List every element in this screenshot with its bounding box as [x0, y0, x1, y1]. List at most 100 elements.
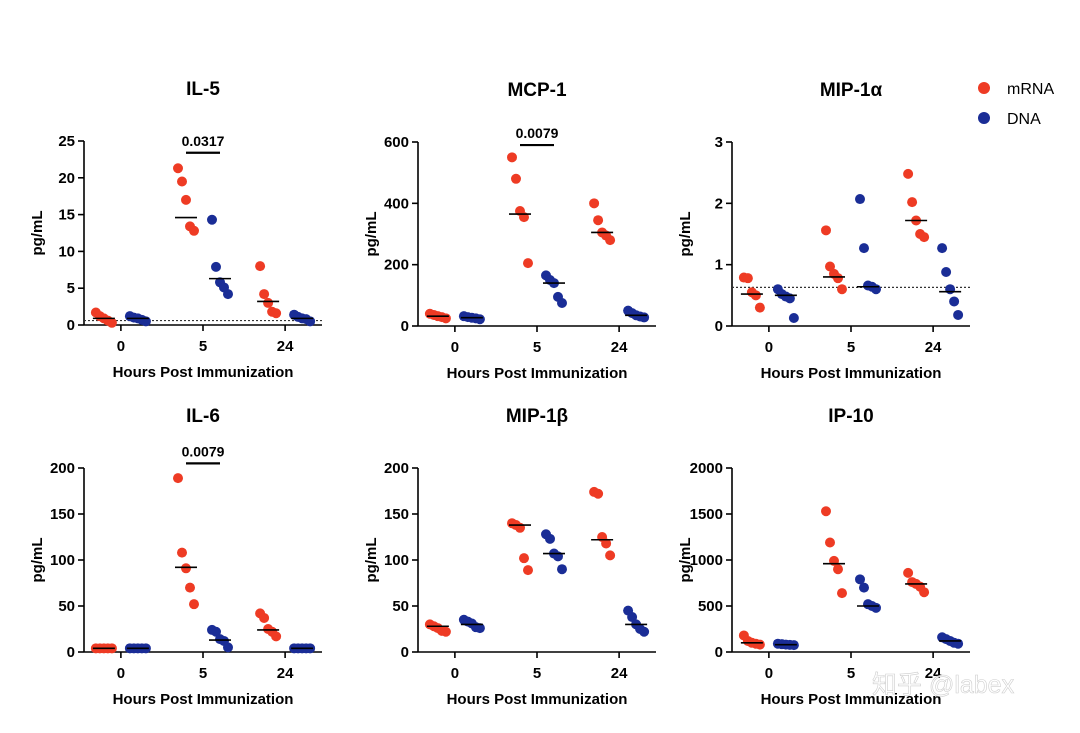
- data-point-dna: [855, 194, 865, 205]
- y-axis-label: pg/mL: [677, 212, 694, 257]
- y-tick-label: 1000: [690, 552, 723, 569]
- data-point-mrna: [181, 194, 191, 205]
- x-axis-label: Hours Post Immunization: [761, 691, 942, 708]
- data-point-dna: [639, 626, 650, 637]
- data-point-dna: [223, 642, 233, 653]
- data-point-mrna: [903, 567, 914, 578]
- y-tick-label: 50: [58, 598, 75, 615]
- data-point-dna: [211, 261, 221, 272]
- data-point-dna: [859, 582, 869, 593]
- data-point-mrna: [750, 290, 761, 301]
- y-tick-label: 150: [384, 506, 409, 523]
- data-point-dna: [953, 309, 964, 320]
- data-point-mrna: [185, 582, 195, 593]
- data-point-dna: [474, 623, 485, 634]
- x-axis-label: Hours Post Immunization: [761, 365, 942, 382]
- data-point-mrna: [519, 553, 529, 564]
- data-point-mrna: [259, 289, 270, 300]
- data-point-dna: [223, 289, 233, 300]
- data-point-mrna: [523, 258, 533, 269]
- x-tick-label: 5: [199, 338, 207, 355]
- y-tick-label: 500: [698, 598, 723, 615]
- data-point-mrna: [601, 538, 612, 549]
- data-point-mrna: [742, 273, 753, 284]
- y-tick-label: 15: [58, 207, 75, 224]
- data-point-mrna: [589, 198, 600, 209]
- data-point-dna: [945, 284, 956, 295]
- y-axis-label: pg/mL: [29, 538, 46, 583]
- x-axis-label: Hours Post Immunization: [113, 364, 294, 381]
- data-point-mrna: [907, 197, 918, 208]
- chart-panel-MCP-1: MCP-1 0 200 400 600 0 5 24 Hours Post Immunizati…: [363, 80, 656, 382]
- data-point-dna: [639, 312, 650, 323]
- panel-title: MIP-1α: [820, 80, 883, 101]
- data-point-mrna: [833, 564, 843, 575]
- data-point-mrna: [271, 308, 282, 319]
- data-point-mrna: [106, 317, 117, 328]
- data-point-dna: [545, 533, 555, 544]
- x-tick-label: 0: [451, 665, 459, 682]
- chart-panel-IL-6: IL-6 0 50 100 150 200 0 5 24 Hours Post Immunizat…: [29, 406, 322, 708]
- panel-title: IL-5: [186, 79, 220, 100]
- significance-label: 0.0079: [516, 125, 559, 141]
- data-point-dna: [627, 612, 638, 623]
- data-point-dna: [937, 243, 948, 254]
- y-tick-label: 200: [384, 460, 409, 477]
- data-point-mrna: [919, 587, 930, 598]
- legend: mRNA DNA: [978, 81, 1054, 128]
- x-axis-label: Hours Post Immunization: [447, 365, 628, 382]
- data-point-mrna: [259, 612, 270, 623]
- y-axis-label: pg/mL: [363, 538, 380, 583]
- data-point-dna: [557, 298, 567, 308]
- data-point-mrna: [605, 550, 616, 561]
- x-tick-label: 0: [765, 339, 773, 356]
- legend-marker-mrna: [978, 82, 990, 94]
- data-point-mrna: [833, 273, 843, 284]
- y-axis-label: pg/mL: [29, 211, 46, 256]
- chart-panel-MIP-1β: MIP-1β 0 50 100 150 200 0 5 24 Hours Post Immuniz…: [363, 406, 656, 708]
- y-tick-label: 100: [50, 552, 75, 569]
- x-tick-label: 0: [451, 339, 459, 356]
- data-point-dna: [859, 243, 869, 254]
- x-tick-label: 0: [117, 665, 125, 682]
- data-point-mrna: [173, 473, 183, 484]
- data-point-dna: [211, 626, 221, 637]
- data-point-mrna: [919, 232, 930, 243]
- y-tick-label: 0: [715, 318, 723, 335]
- significance-label: 0.0079: [182, 443, 225, 459]
- x-tick-label: 24: [611, 339, 628, 356]
- y-tick-label: 0: [715, 644, 723, 661]
- data-point-mrna: [263, 297, 274, 308]
- x-tick-label: 5: [847, 339, 855, 356]
- panel-title: MCP-1: [507, 80, 567, 101]
- chart-panel-MIP-1α: MIP-1α 0 1 2 3 0 5 24 Hours Post Immunization pg/…: [677, 80, 970, 382]
- y-tick-label: 2: [715, 195, 723, 212]
- x-tick-label: 0: [117, 338, 125, 355]
- y-tick-label: 10: [58, 243, 75, 260]
- x-tick-label: 24: [277, 338, 294, 355]
- x-tick-label: 5: [533, 339, 541, 356]
- data-point-mrna: [189, 225, 199, 236]
- significance-label: 0.0317: [182, 133, 225, 149]
- data-point-mrna: [173, 163, 183, 174]
- y-tick-label: 20: [58, 170, 75, 187]
- chart-panel-IP-10: IP-10 0 500 1000 1500 2000 0 5 24 Hours Post Immu…: [677, 406, 970, 708]
- panel-title: IP-10: [828, 406, 873, 427]
- data-point-mrna: [821, 506, 831, 517]
- data-point-mrna: [825, 537, 835, 548]
- data-point-dna: [788, 313, 799, 324]
- data-point-dna: [949, 296, 960, 307]
- y-tick-label: 400: [384, 195, 409, 212]
- data-point-mrna: [903, 168, 914, 179]
- data-point-dna: [871, 602, 881, 613]
- data-point-mrna: [821, 225, 831, 236]
- data-point-mrna: [605, 235, 616, 246]
- chart-panel-IL-5: IL-5 0 5 10 15 20 25 0 5 24 Hours Post Immunizatio…: [29, 79, 322, 381]
- x-tick-label: 24: [925, 339, 942, 356]
- data-point-mrna: [440, 313, 451, 324]
- data-point-mrna: [825, 261, 835, 272]
- panel-title: MIP-1β: [506, 406, 568, 427]
- x-tick-label: 5: [533, 665, 541, 682]
